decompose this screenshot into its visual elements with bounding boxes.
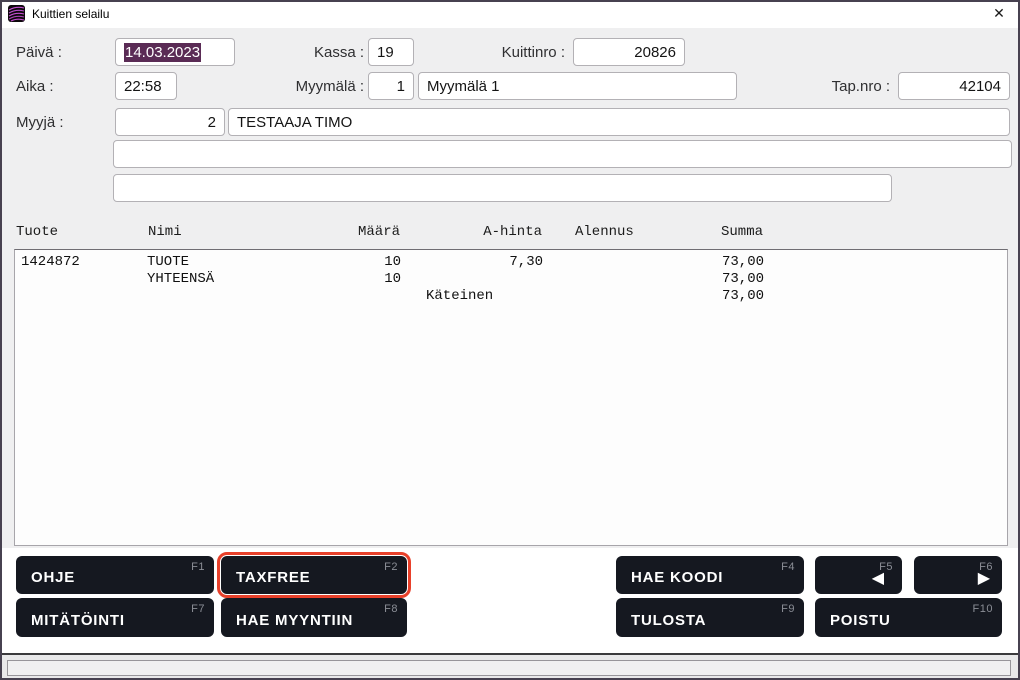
myymala-name-field[interactable]: Myymälä 1 xyxy=(418,72,737,100)
tapnro-label: Tap.nro : xyxy=(831,77,890,95)
prev-fkey-label: F5 xyxy=(879,561,893,573)
mitatointi-fkey-label: F7 xyxy=(191,603,205,615)
taxfree-button-label: TAXFREE xyxy=(236,569,311,586)
hae-koodi-button-label: HAE KOODI xyxy=(631,569,724,586)
paiva-label: Päivä : xyxy=(16,43,62,61)
poistu-fkey-label: F10 xyxy=(972,603,993,615)
tulosta-button[interactable]: TULOSTA F9 xyxy=(616,598,804,637)
paiva-field[interactable]: 14.03.2023 xyxy=(115,38,235,66)
hae-myyntiin-button-label: HAE MYYNTIIN xyxy=(236,612,354,629)
kuittinro-label: Kuittinro : xyxy=(501,43,565,61)
hae-koodi-fkey-label: F4 xyxy=(781,561,795,573)
taxfree-fkey-label: F2 xyxy=(384,561,398,573)
mitatointi-button[interactable]: MITÄTÖINTI F7 xyxy=(16,598,214,637)
myymala-label: Myymälä : xyxy=(295,77,364,95)
ohje-button[interactable]: OHJE F1 xyxy=(16,556,214,594)
close-icon[interactable]: ✕ xyxy=(993,6,1005,22)
hae-myyntiin-fkey-label: F8 xyxy=(384,603,398,615)
line-total: 73,00 xyxy=(721,254,764,270)
extra-field-1[interactable] xyxy=(113,140,1012,168)
app-logo-icon xyxy=(8,5,25,22)
paiva-selected-text: 14.03.2023 xyxy=(124,42,202,62)
ohje-button-label: OHJE xyxy=(31,569,76,586)
myyja-label: Myyjä : xyxy=(16,113,64,131)
hae-koodi-button[interactable]: HAE KOODI F4 xyxy=(616,556,804,594)
aika-label: Aika : xyxy=(16,77,54,95)
extra-field-2[interactable] xyxy=(113,174,892,202)
payment-method: Käteinen xyxy=(426,288,494,304)
total-row-label: YHTEENSÄ xyxy=(147,271,215,287)
ohje-fkey-label: F1 xyxy=(191,561,205,573)
taxfree-button[interactable]: TAXFREE F2 xyxy=(217,552,411,598)
myyja-name-field[interactable]: TESTAAJA TIMO xyxy=(228,108,1010,136)
line-product-code: 1424872 xyxy=(21,254,80,270)
tapnro-field[interactable]: 42104 xyxy=(898,72,1010,100)
arrow-left-icon: ◀ xyxy=(871,568,884,587)
header-summa: Summa xyxy=(720,224,763,240)
header-ahinta: A-hinta xyxy=(483,224,542,240)
statusbar-separator xyxy=(0,653,1020,655)
receipt-lines-list[interactable]: 1424872 TUOTE 10 7,30 73,00 YHTEENSÄ 10 … xyxy=(14,249,1008,546)
title-bar: Kuittien selailu ✕ xyxy=(0,0,1020,28)
window-title: Kuittien selailu xyxy=(32,7,110,21)
poistu-button[interactable]: POISTU F10 xyxy=(815,598,1002,637)
next-fkey-label: F6 xyxy=(979,561,993,573)
header-nimi: Nimi xyxy=(148,224,182,240)
tulosta-fkey-label: F9 xyxy=(781,603,795,615)
line-quantity: 10 xyxy=(384,254,401,270)
aika-field[interactable]: 22:58 xyxy=(115,72,177,100)
myymala-number-field[interactable]: 1 xyxy=(368,72,414,100)
header-tuote: Tuote xyxy=(16,224,59,240)
payment-amount: 73,00 xyxy=(721,288,764,304)
myyja-number-field[interactable]: 2 xyxy=(115,108,225,136)
status-message-panel xyxy=(7,660,1011,676)
tulosta-button-label: TULOSTA xyxy=(631,612,707,629)
kassa-label: Kassa : xyxy=(313,43,364,61)
poistu-button-label: POISTU xyxy=(830,612,891,629)
header-maara: Määrä xyxy=(357,224,400,240)
prev-receipt-button[interactable]: ◀ F5 xyxy=(815,556,902,594)
arrow-right-icon: ▶ xyxy=(977,568,990,587)
kuittinro-field[interactable]: 20826 xyxy=(573,38,685,66)
total-row-sum: 73,00 xyxy=(721,271,764,287)
status-bar xyxy=(0,655,1020,680)
hae-myyntiin-button[interactable]: HAE MYYNTIIN F8 xyxy=(221,598,407,637)
total-row-quantity: 10 xyxy=(384,271,401,287)
next-receipt-button[interactable]: ▶ F6 xyxy=(914,556,1002,594)
header-alennus: Alennus xyxy=(575,224,634,240)
kassa-field[interactable]: 19 xyxy=(368,38,414,66)
mitatointi-button-label: MITÄTÖINTI xyxy=(31,612,125,629)
line-product-name: TUOTE xyxy=(147,254,190,270)
line-unit-price: 7,30 xyxy=(509,254,543,270)
